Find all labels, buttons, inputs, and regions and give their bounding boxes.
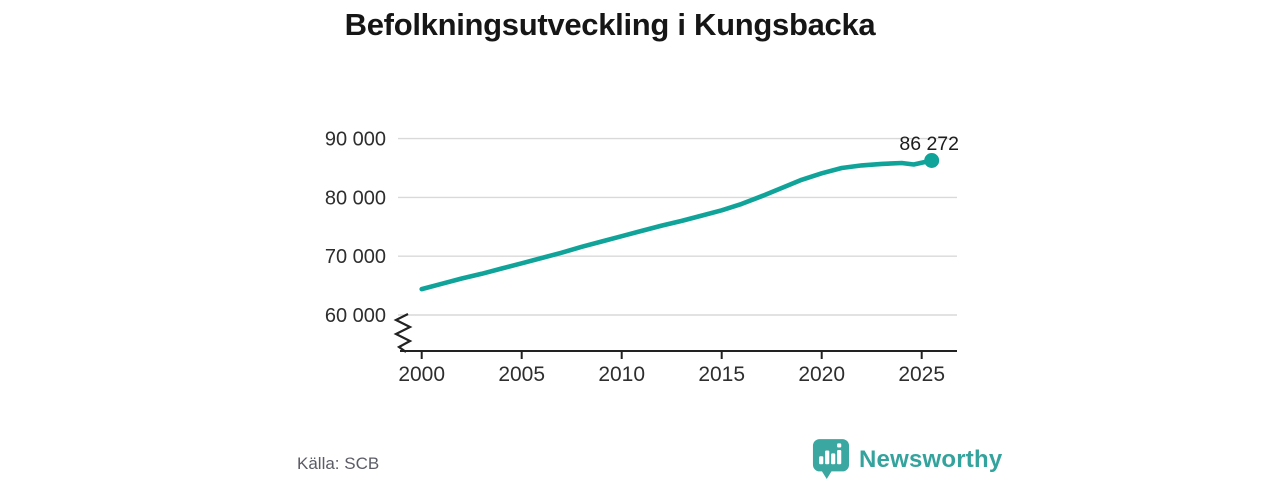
population-line xyxy=(419,158,935,292)
newsworthy-logo-icon xyxy=(812,439,850,479)
chart-title: Befolkningsutveckling i Kungsbacka xyxy=(344,7,876,42)
y-axis-tick-label: 70 000 xyxy=(325,246,386,268)
latest-value-dot xyxy=(924,153,940,168)
bar-chart-bar-3 xyxy=(831,453,836,465)
source-label: Källa: SCB xyxy=(297,454,380,473)
x-axis-tick-label: 2010 xyxy=(598,363,645,386)
x-axis-tick-label: 2015 xyxy=(698,363,745,386)
exclamation-bar xyxy=(837,450,842,465)
x-axis-tick-label: 2025 xyxy=(898,363,945,386)
speech-bubble-shape xyxy=(812,439,850,479)
exclamation-dot xyxy=(837,443,842,448)
x-axis-tick-label: 2000 xyxy=(398,363,445,386)
x-axis-tick-label: 2005 xyxy=(498,363,545,386)
axis-break-icon xyxy=(393,313,413,353)
bar-chart-bar-2 xyxy=(825,450,830,465)
y-axis-tick-label: 60 000 xyxy=(325,305,386,327)
y-axis-tick-label: 80 000 xyxy=(325,187,386,209)
y-axis-tick-label: 90 000 xyxy=(325,129,386,151)
x-axis-tick-label: 2020 xyxy=(798,363,845,386)
latest-value-label: 86 272 xyxy=(899,133,959,155)
newsworthy-logo: Newsworthy xyxy=(812,439,1003,480)
bar-chart-bar-1 xyxy=(819,456,824,465)
newsworthy-logo-text: Newsworthy xyxy=(859,446,1003,473)
